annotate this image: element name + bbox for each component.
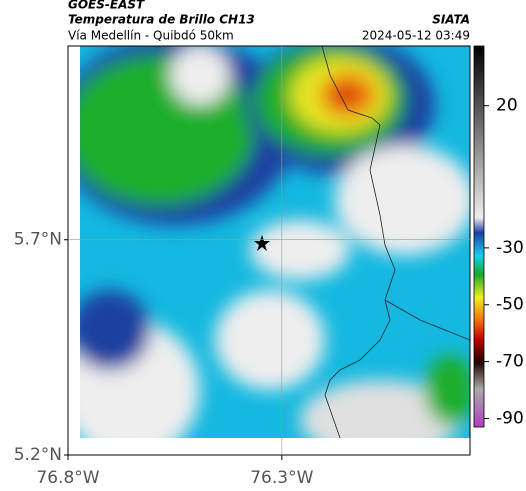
colorbar-tick-label: -90 [496,408,524,428]
subtitle: Temperatura de Brillo CH13 [68,13,255,27]
title: GOES-EAST [68,0,145,12]
x-tick-label: 76.8°W [36,468,99,488]
satellite-image [80,46,470,438]
y-tick-label: 5.7°N [14,230,62,250]
colorbar-tick-label: 20 [496,96,518,116]
x-tick-label: 76.3°W [250,468,313,488]
source: SIATA [432,13,470,27]
colorbar-tick-label: -30 [496,238,524,258]
colorbar-tick-label: -50 [496,295,524,315]
timestamp: 2024-05-12 03:49 [362,29,470,43]
colorbar [473,45,485,428]
route: Vía Medellín - Quibdó 50km [68,29,234,43]
colorbar-tick-label: -70 [496,352,524,372]
y-tick-label: 5.2°N [14,445,62,465]
